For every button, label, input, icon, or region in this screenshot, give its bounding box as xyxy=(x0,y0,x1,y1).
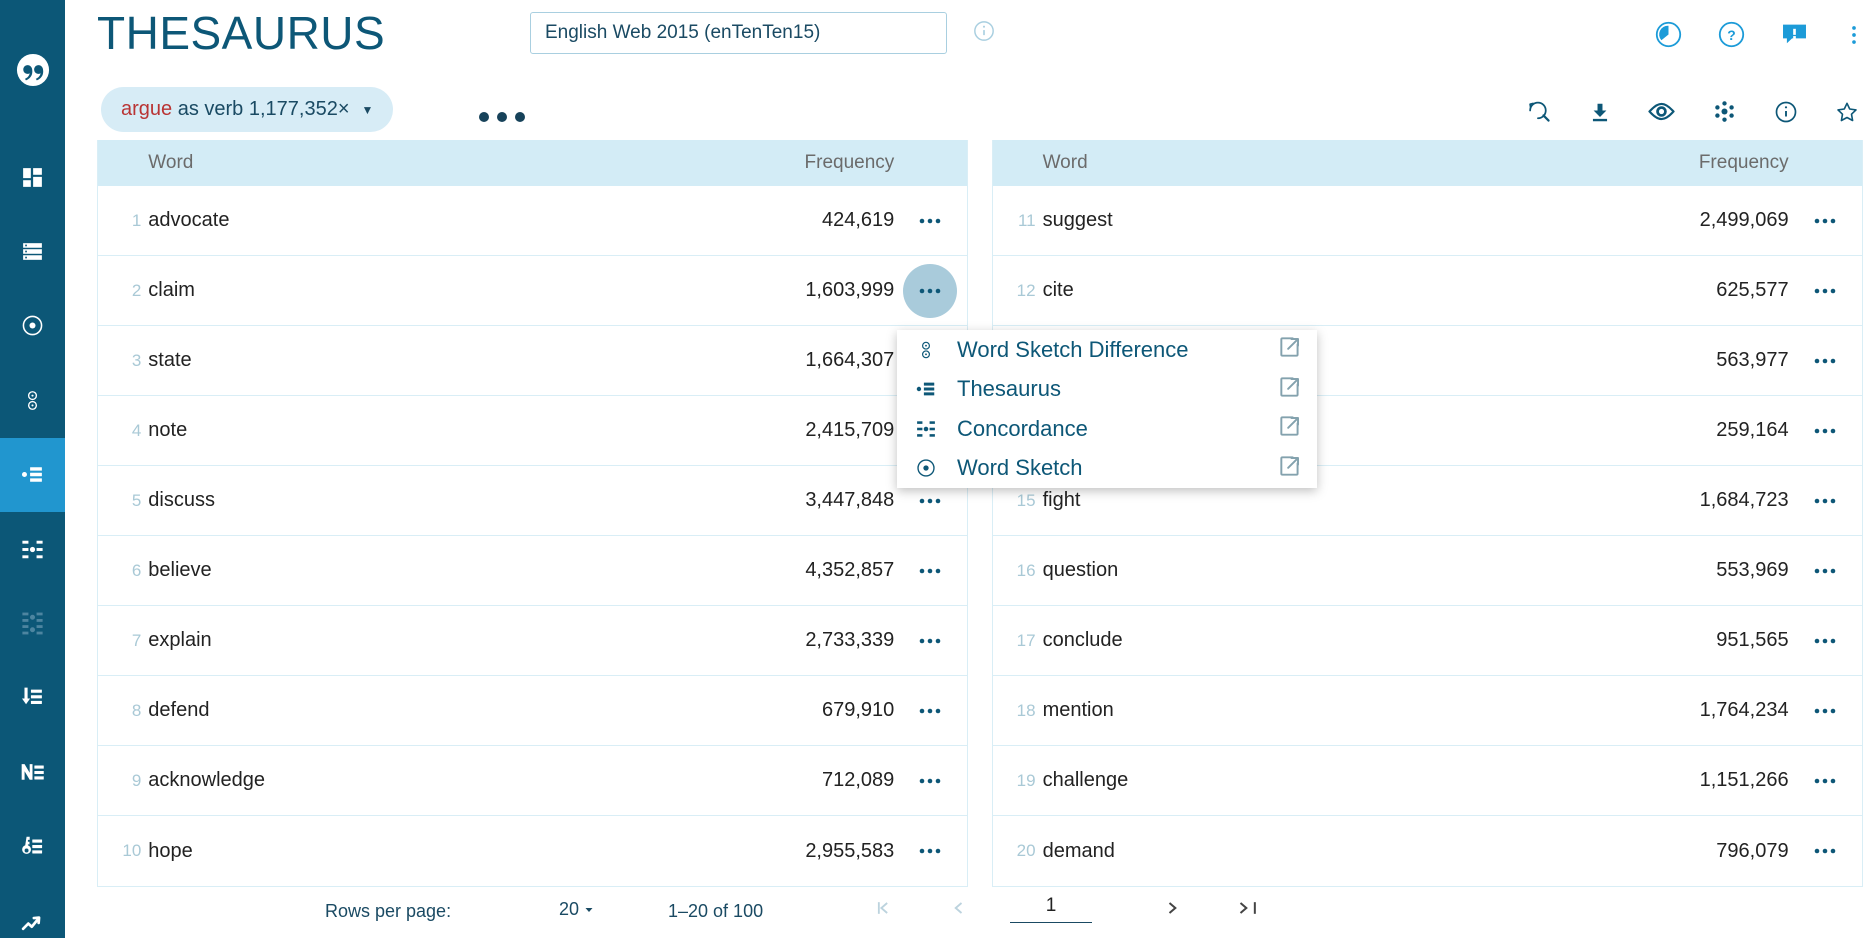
svg-text:?: ? xyxy=(1727,27,1735,43)
